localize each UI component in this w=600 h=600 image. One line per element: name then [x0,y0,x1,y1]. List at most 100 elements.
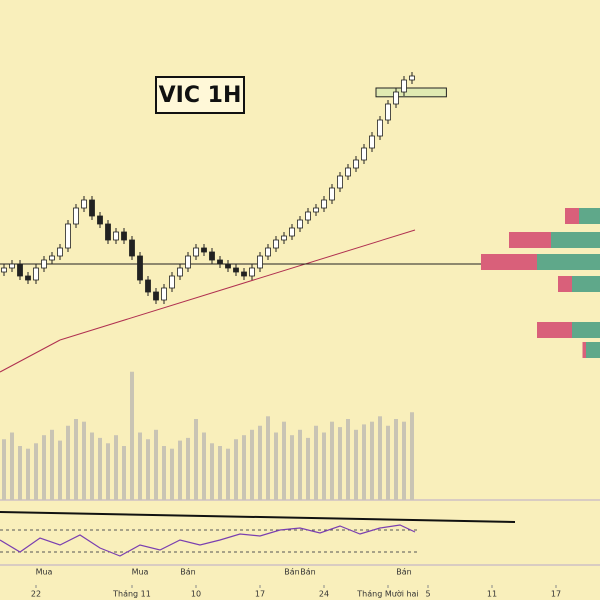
candle-body [137,255,143,281]
candle-body [329,187,335,201]
candle-body [177,267,183,277]
volume-bar [346,419,350,500]
volume-bar [362,424,366,500]
profile-buy [586,342,600,358]
volume-bar [130,371,134,500]
volume-bar [250,429,254,500]
volume-bar [258,425,262,500]
volume-bar [10,432,14,500]
candle-body [193,247,199,257]
candle-body [345,167,351,177]
profile-sell [481,254,537,270]
profile-sell [558,276,572,292]
volume-bar [50,429,54,500]
signal-label: Bán [284,568,299,577]
profile-buy [537,254,600,270]
volume-bar [26,448,30,500]
candle-body [1,267,7,273]
volume-bar [162,446,166,500]
volume-bar [154,429,158,500]
volume-bar [170,448,174,500]
chart-title: VIC 1H [159,83,242,108]
candle-body [161,287,167,301]
signal-label: Mua [36,568,53,577]
volume-bar [282,421,286,500]
oscillator-trendline [0,511,516,523]
candle-body [321,199,327,209]
candle-body [129,239,135,257]
candle-body [409,75,415,81]
candle-body [281,235,287,241]
volume-bar [178,440,182,500]
profile-buy [572,276,600,292]
candle-body [361,147,367,161]
volume-bar [98,437,102,500]
candle-body [41,259,47,269]
candle-body [249,267,255,277]
candle-body [273,239,279,249]
volume-bar [42,435,46,500]
volume-bar [314,425,318,500]
profile-sell [565,208,579,224]
volume-bar [66,425,70,500]
x-tick-label: 22 [31,590,41,599]
volume-bar [186,437,190,500]
volume-bar [106,443,110,500]
volume-bar [394,419,398,500]
signal-label: Bán [300,568,315,577]
trend-line [59,229,416,341]
volume-bar [274,432,278,500]
candle-body [337,175,343,189]
volume-bar [226,448,230,500]
volume-bar [306,437,310,500]
candle-body [49,255,55,261]
volume-bar [202,432,206,500]
x-tick-label: 24 [319,590,329,599]
volume-bar [18,446,22,500]
volume-bar [322,432,326,500]
profile-sell [509,232,551,248]
candle-body [257,255,263,269]
volume-bar [290,435,294,500]
volume-bar [386,425,390,500]
volume-bar [114,435,118,500]
signal-label: Bán [180,568,195,577]
candle-body [297,219,303,229]
candle-body [209,251,215,261]
candle-body [305,211,311,221]
x-tick-label: 10 [191,590,201,599]
volume-bar [194,419,198,500]
profile-buy [572,322,600,338]
resistance-zone [375,87,447,98]
profile-buy [551,232,600,248]
x-tick-label: Tháng Mười hai [356,589,418,599]
candle-body [105,223,111,241]
volume-bar [146,439,150,500]
profile-sell [537,322,572,338]
volume-bar [210,443,214,500]
candle-body [241,271,247,277]
x-tick-label: 17 [551,590,561,599]
volume-bar [338,427,342,500]
candle-body [289,227,295,237]
volume-bar [58,440,62,500]
volume-bar [138,432,142,500]
candle-body [25,275,31,281]
candle-body [401,79,407,93]
candle-body [265,247,271,257]
volume-bar [82,421,86,500]
volume-bar [370,421,374,500]
candle-body [369,135,375,149]
candle-body [9,263,15,269]
trend-line [0,339,61,373]
candle-body [353,159,359,169]
title-box [155,76,245,114]
volume-bar [266,416,270,500]
candle-body [201,247,207,253]
candle-body [145,279,151,293]
x-tick-label: 11 [487,590,497,599]
candle-body [377,119,383,137]
candle-body [17,263,23,277]
candle-body [233,267,239,273]
